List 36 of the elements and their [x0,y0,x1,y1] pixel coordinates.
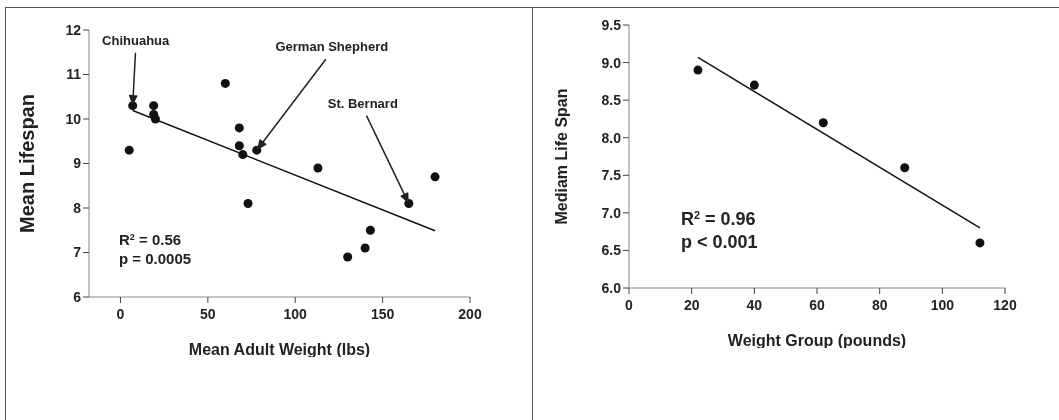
y-tick-label: 8 [73,199,82,216]
annotation: German Shepherd [275,39,389,55]
x-tick-label: 40 [746,296,763,313]
annotation: R$^{2}$ = 0.96 [681,209,756,229]
x-tick-label: 200 [458,305,482,322]
y-axis-title: Mediam Life Span [552,88,570,225]
x-tick-label: 100 [930,296,955,313]
y-axis-title: Mean Lifespan [16,94,39,233]
x-tick-label: 0 [116,305,125,322]
y-tick-label: 10 [65,110,82,127]
annotation: R$^{2}$ = 0.56 [119,231,182,248]
x-tick-label: 100 [283,305,308,322]
x-tick-label: 50 [200,305,216,322]
x-tick-label: 0 [625,296,634,313]
y-tick-label: 6 [73,288,82,305]
y-tick-label: 6.0 [601,279,622,296]
y-tick-label: 9.5 [601,16,622,33]
x-tick-label: 60 [809,296,825,313]
y-tick-label: 9.0 [601,54,622,71]
y-tick-label: 12 [65,21,82,38]
x-tick-label: 150 [370,305,395,322]
y-tick-label: 7.5 [601,167,622,184]
annotation: p < 0.001 [681,231,758,252]
x-tick-label: 20 [683,296,700,313]
annotation: St. Bernard [327,95,398,111]
annotation: Chihuahua [102,32,171,48]
y-tick-label: 9 [73,155,82,172]
y-tick-label: 7 [73,244,82,261]
y-tick-label: 6.5 [601,242,622,259]
annotation: p = 0.0005 [119,249,192,267]
y-tick-label: 11 [66,66,82,83]
y-tick-label: 8.0 [601,129,622,146]
y-tick-label: 7.0 [601,204,622,221]
x-tick-label: 80 [871,296,888,313]
x-tick-label: 120 [993,296,1017,313]
y-tick-label: 8.5 [601,92,622,109]
